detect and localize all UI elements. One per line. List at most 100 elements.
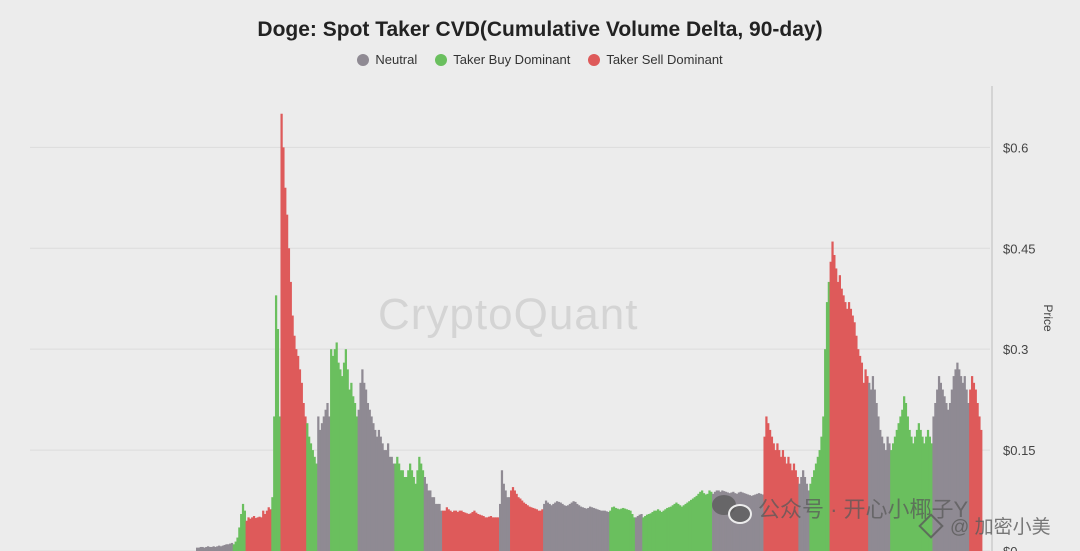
bar [456, 511, 460, 551]
legend-item-taker-sell[interactable]: Taker Sell Dominant [588, 52, 723, 67]
bar [236, 537, 239, 551]
bar [454, 510, 458, 551]
bar [210, 546, 213, 551]
bar [926, 429, 930, 551]
bar [460, 510, 463, 551]
bar [862, 382, 865, 551]
bar [432, 497, 436, 551]
bar [697, 493, 700, 551]
bar [667, 507, 671, 551]
bar [772, 443, 775, 551]
bar [274, 295, 278, 551]
bar [618, 509, 621, 551]
bar [304, 416, 307, 551]
bar [770, 436, 774, 551]
bar [341, 376, 344, 551]
bar [680, 506, 684, 551]
bar [594, 508, 597, 551]
bar [298, 369, 302, 551]
bar [276, 329, 280, 551]
bar [653, 510, 656, 551]
bar [656, 509, 660, 551]
bar [803, 477, 807, 551]
bar [581, 507, 584, 551]
bar [548, 503, 551, 551]
bar [748, 495, 752, 551]
bar [416, 470, 419, 551]
bar [528, 506, 531, 551]
bar [713, 491, 717, 551]
bar [627, 509, 630, 551]
bar [928, 436, 931, 551]
bar [592, 507, 595, 551]
bar [488, 516, 491, 551]
bar [877, 416, 880, 551]
bar [251, 517, 254, 551]
bar [611, 507, 614, 551]
y-tick-label: $0.45 [1003, 241, 1036, 256]
bar [241, 503, 245, 551]
bar [710, 491, 713, 551]
bar [976, 403, 979, 551]
bar [197, 547, 201, 551]
bar [811, 477, 814, 551]
bar [322, 416, 325, 551]
bar [410, 470, 414, 551]
bar [390, 456, 393, 551]
bar [249, 518, 252, 551]
bar [860, 362, 864, 551]
bar [644, 516, 647, 551]
bar [495, 517, 498, 551]
legend-item-neutral[interactable]: Neutral [357, 52, 417, 67]
bar [440, 510, 443, 551]
bar [947, 409, 950, 551]
bar [761, 494, 764, 551]
bar [937, 376, 941, 551]
bar [892, 443, 895, 551]
bar [651, 511, 654, 551]
legend-item-taker-buy[interactable]: Taker Buy Dominant [435, 52, 570, 67]
bar [645, 514, 649, 551]
bar [846, 308, 849, 551]
bar [232, 544, 235, 551]
chart-title: Doge: Spot Taker CVD(Cumulative Volume D… [257, 18, 823, 41]
bar [315, 463, 318, 551]
bar [633, 517, 636, 551]
bar [539, 510, 542, 551]
bar [247, 517, 250, 551]
bar [970, 376, 974, 551]
bar [478, 514, 482, 551]
cryptoquant-watermark: CryptoQuant [378, 290, 639, 339]
bar [443, 510, 447, 551]
wechat-icon [712, 495, 752, 524]
bar [677, 503, 680, 551]
bar [752, 495, 755, 551]
bar [691, 498, 695, 551]
bar [620, 508, 623, 551]
bar [429, 490, 432, 551]
bar [666, 507, 669, 551]
bar [956, 362, 959, 551]
bar [381, 443, 384, 551]
bar [218, 545, 221, 551]
bar [609, 510, 612, 551]
bar [750, 495, 753, 551]
bar [798, 483, 801, 551]
bar [702, 493, 706, 551]
bar [374, 429, 377, 551]
bar [353, 403, 357, 551]
bar [906, 416, 909, 551]
bar [958, 369, 961, 551]
bar [227, 544, 230, 551]
bar [425, 483, 428, 551]
bar [934, 403, 937, 551]
legend-label-taker-sell: Taker Sell Dominant [606, 52, 723, 67]
bar [915, 429, 919, 551]
bar [363, 382, 366, 551]
bar [458, 510, 461, 551]
bar [508, 497, 511, 551]
bar [719, 491, 722, 551]
bar [636, 516, 639, 551]
bar [513, 490, 516, 551]
bar [473, 510, 476, 551]
